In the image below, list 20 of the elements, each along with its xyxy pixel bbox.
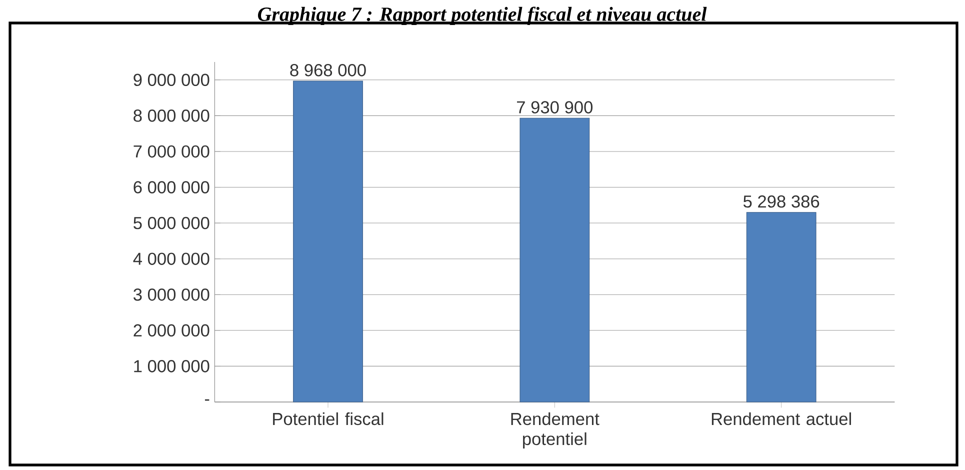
chart-title: Graphique 7 : Rapport potentiel fiscal et niveau actuel (258, 6, 707, 26)
bar (520, 118, 590, 402)
x-tick-label: Potentiel fiscal (273, 412, 384, 426)
bar (293, 80, 363, 402)
bar (746, 212, 816, 402)
y-tick-label: 7 000 000 (134, 145, 210, 158)
x-tick-label: Rendement actuel (712, 412, 851, 426)
y-tick-label: 9 000 000 (134, 74, 210, 86)
y-tick-label: 6 000 000 (134, 181, 210, 194)
data-label: 7 930 900 (517, 101, 593, 114)
data-label: 8 968 000 (290, 64, 366, 76)
y-tick-label: 8 000 000 (134, 110, 210, 122)
y-tick-label: 1 000 000 (134, 360, 210, 372)
data-label: 5 298 386 (743, 195, 820, 208)
y-tick-label: 2 000 000 (134, 324, 210, 337)
y-tick-label: 3 000 000 (134, 288, 210, 301)
y-tick-label: 4 000 000 (133, 252, 210, 265)
x-tick-label: Rendement potentiel (511, 412, 600, 449)
y-tick-label: - (204, 399, 210, 401)
y-tick-label: 5 000 000 (134, 216, 210, 230)
